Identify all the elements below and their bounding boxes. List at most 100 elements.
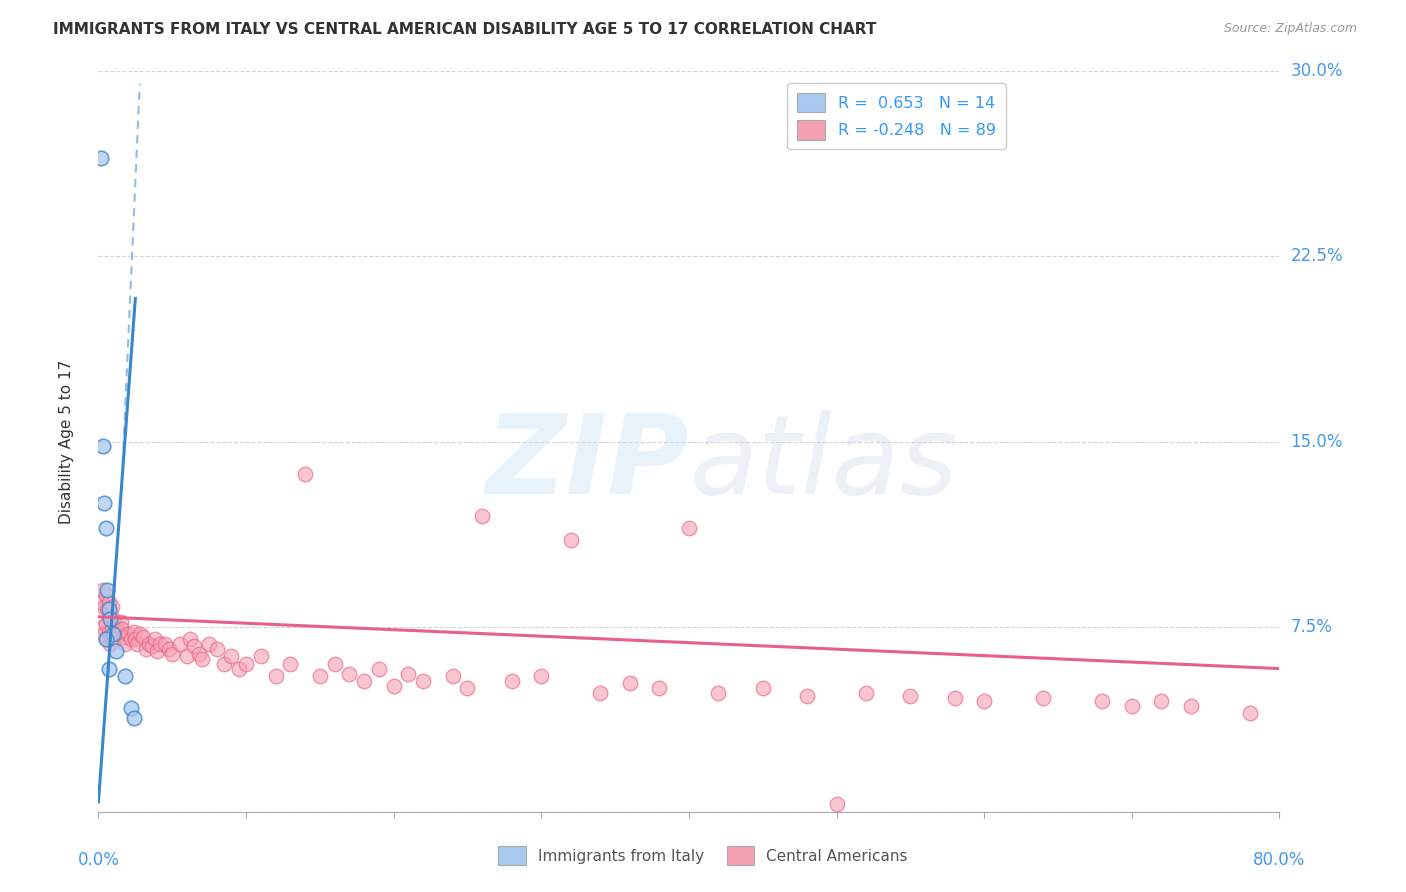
Point <box>110 615 132 629</box>
Point <box>143 632 166 646</box>
Point <box>135 641 157 656</box>
Point <box>94 632 117 646</box>
Point <box>309 669 332 683</box>
Point <box>91 582 114 597</box>
Point <box>176 649 198 664</box>
Point <box>943 691 966 706</box>
Point <box>1032 691 1054 706</box>
Point <box>221 649 243 664</box>
Text: 80.0%: 80.0% <box>1253 851 1306 869</box>
Point <box>124 632 146 646</box>
Point <box>91 440 114 454</box>
Point <box>250 649 273 664</box>
Point <box>264 669 287 683</box>
Point <box>94 588 117 602</box>
Point <box>198 637 221 651</box>
Point <box>179 632 201 646</box>
Point <box>183 640 205 654</box>
Legend: R =  0.653   N = 14, R = -0.248   N = 89: R = 0.653 N = 14, R = -0.248 N = 89 <box>787 83 1005 149</box>
Point <box>560 533 582 548</box>
Point <box>212 657 235 671</box>
Point <box>294 467 316 481</box>
Point <box>100 622 122 636</box>
Point <box>93 599 115 614</box>
Point <box>187 647 209 661</box>
Point <box>97 624 120 639</box>
Point <box>94 617 117 632</box>
Point <box>441 669 464 683</box>
Point <box>280 657 302 671</box>
Text: IMMIGRANTS FROM ITALY VS CENTRAL AMERICAN DISABILITY AGE 5 TO 17 CORRELATION CHA: IMMIGRANTS FROM ITALY VS CENTRAL AMERICA… <box>53 22 877 37</box>
Point <box>98 609 121 624</box>
Point <box>501 673 523 688</box>
Point <box>90 151 112 165</box>
Point <box>111 622 134 636</box>
Point <box>153 637 176 651</box>
Point <box>235 657 257 671</box>
Point <box>589 686 612 700</box>
Point <box>1121 698 1143 713</box>
Point <box>973 694 995 708</box>
Point <box>125 637 148 651</box>
Point <box>1239 706 1261 720</box>
Point <box>157 641 180 656</box>
Text: 7.5%: 7.5% <box>1291 617 1333 636</box>
Point <box>228 662 250 676</box>
Point <box>707 686 730 700</box>
Point <box>103 634 125 648</box>
Point <box>114 669 136 683</box>
Point <box>104 617 127 632</box>
Point <box>100 599 122 614</box>
Point <box>103 612 125 626</box>
Point <box>855 686 877 700</box>
Point <box>108 627 131 641</box>
Point <box>323 657 346 671</box>
Point <box>382 679 405 693</box>
Point <box>132 630 155 644</box>
Point <box>141 640 163 654</box>
Point <box>96 632 118 646</box>
Point <box>1180 698 1202 713</box>
Point <box>112 630 135 644</box>
Point <box>91 619 114 633</box>
Point <box>105 622 128 636</box>
Point <box>149 637 172 651</box>
Point <box>97 595 120 609</box>
Point <box>122 711 145 725</box>
Point <box>97 602 120 616</box>
Point <box>1091 694 1114 708</box>
Point <box>457 681 479 696</box>
Point <box>103 627 125 641</box>
Point <box>162 647 183 661</box>
Point <box>105 644 128 658</box>
Text: atlas: atlas <box>689 410 957 517</box>
Point <box>120 701 142 715</box>
Point <box>98 612 121 626</box>
Legend: Immigrants from Italy, Central Americans: Immigrants from Italy, Central Americans <box>492 840 914 871</box>
Point <box>122 624 145 639</box>
Point <box>90 595 112 609</box>
Point <box>398 666 420 681</box>
Point <box>412 673 434 688</box>
Point <box>120 632 142 646</box>
Text: 22.5%: 22.5% <box>1291 247 1343 266</box>
Point <box>471 508 494 523</box>
Point <box>678 521 700 535</box>
Point <box>96 582 118 597</box>
Point <box>138 637 160 651</box>
Point <box>107 624 129 639</box>
Point <box>146 644 169 658</box>
Point <box>353 673 375 688</box>
Point <box>530 669 553 683</box>
Point <box>339 666 361 681</box>
Text: 30.0%: 30.0% <box>1291 62 1343 80</box>
Point <box>128 627 150 641</box>
Point <box>96 602 118 616</box>
Point <box>368 662 391 676</box>
Point <box>796 689 818 703</box>
Point <box>1150 694 1173 708</box>
Point <box>900 689 922 703</box>
Text: Source: ZipAtlas.com: Source: ZipAtlas.com <box>1223 22 1357 36</box>
Text: 15.0%: 15.0% <box>1291 433 1343 450</box>
Text: 0.0%: 0.0% <box>77 851 120 869</box>
